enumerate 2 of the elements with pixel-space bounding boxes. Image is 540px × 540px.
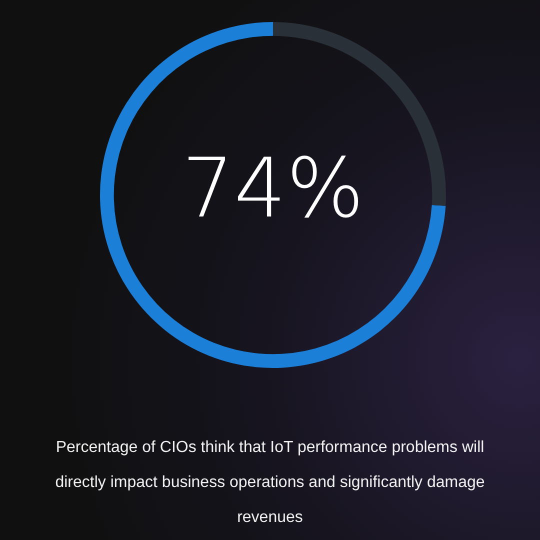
data-label: 74% — [182, 141, 364, 236]
text: Percentage of CIOs think that IoT performance problems will directly impact business operations and significantly damage revenues — [54, 438, 486, 528]
